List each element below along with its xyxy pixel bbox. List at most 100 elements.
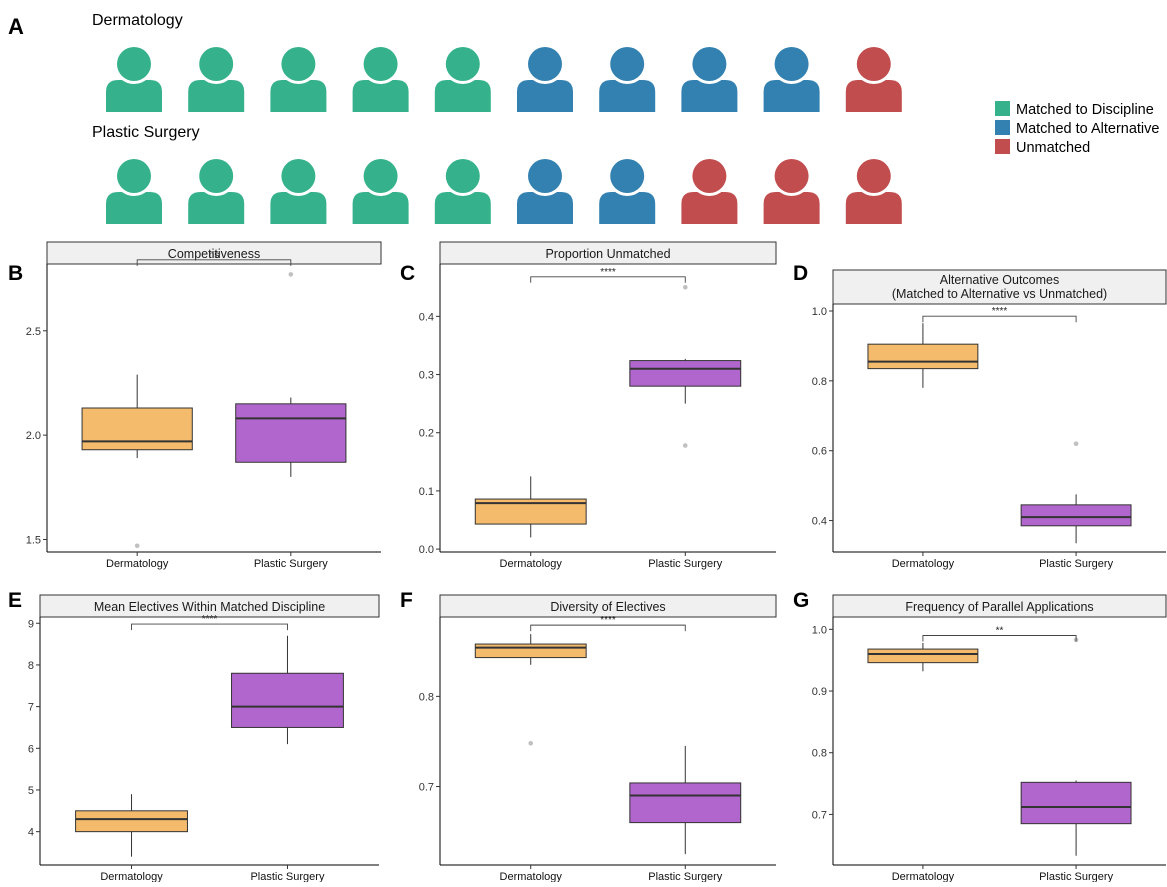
row-label-plastic-surgery: Plastic Surgery bbox=[92, 124, 200, 141]
y-tick-label: 0.7 bbox=[812, 809, 827, 821]
significance-label: ** bbox=[996, 626, 1004, 637]
y-tick-label: 2.0 bbox=[26, 430, 41, 442]
x-tick-label: Dermatology bbox=[500, 871, 563, 882]
panel-title-strip bbox=[832, 269, 1167, 305]
person-head bbox=[363, 159, 398, 193]
y-tick-label: 0.8 bbox=[812, 376, 827, 388]
outlier-point bbox=[134, 543, 140, 549]
panel-letter: G bbox=[793, 589, 809, 612]
person-body bbox=[352, 80, 409, 112]
person-head bbox=[117, 159, 151, 193]
panel-letter: C bbox=[400, 262, 415, 285]
panel-title-strip bbox=[39, 594, 380, 618]
legend-swatch-matched bbox=[995, 101, 1010, 116]
person-icon bbox=[188, 156, 245, 224]
box-plastic-surgery bbox=[1020, 781, 1132, 825]
person-body bbox=[845, 80, 902, 112]
person-head bbox=[363, 47, 398, 81]
significance-label: **** bbox=[600, 615, 616, 626]
panel-letter: E bbox=[8, 589, 22, 612]
person-icon bbox=[352, 44, 409, 112]
x-tick-label: Dermatology bbox=[892, 871, 955, 882]
person-body bbox=[681, 80, 738, 112]
y-tick-label: 1.0 bbox=[812, 306, 827, 318]
person-body bbox=[517, 80, 573, 112]
y-tick-label: 0.4 bbox=[812, 516, 827, 528]
panel-title: Competitiveness bbox=[168, 247, 260, 261]
box-dermatology bbox=[81, 407, 193, 451]
x-tick-label: Plastic Surgery bbox=[250, 871, 324, 882]
panel-title: Mean Electives Within Matched Discipline bbox=[94, 600, 325, 614]
legend-label-alternative: Matched to Alternative bbox=[1016, 121, 1159, 137]
y-tick-label: 0.4 bbox=[419, 311, 434, 323]
y-tick-label: 0.6 bbox=[812, 446, 827, 458]
person-body bbox=[270, 80, 327, 112]
outlier-point bbox=[528, 740, 534, 746]
y-tick-label: 0.8 bbox=[812, 748, 827, 760]
person-body bbox=[599, 80, 656, 112]
panel-letter: F bbox=[400, 589, 413, 612]
x-tick-label: Plastic Surgery bbox=[648, 871, 722, 882]
person-body bbox=[599, 192, 656, 224]
person-body bbox=[434, 80, 491, 112]
y-tick-label: 0.8 bbox=[419, 691, 434, 703]
person-body bbox=[763, 192, 820, 224]
person-head bbox=[199, 47, 234, 81]
x-tick-label: Plastic Surgery bbox=[1039, 558, 1113, 570]
significance-label: **** bbox=[202, 614, 218, 625]
box-plastic-surgery bbox=[629, 360, 742, 387]
person-icon bbox=[270, 156, 327, 224]
panel-title-strip bbox=[46, 241, 382, 265]
person-head bbox=[528, 159, 562, 193]
outlier-point bbox=[1073, 441, 1079, 447]
y-tick-label: 1.5 bbox=[26, 534, 41, 546]
person-head bbox=[856, 159, 891, 193]
y-tick-label: 0.1 bbox=[419, 486, 434, 498]
outcome-legend: Matched to Discipline Matched to Alterna… bbox=[995, 101, 1159, 156]
significance-bracket bbox=[136, 259, 292, 266]
person-head bbox=[856, 47, 891, 81]
person-body bbox=[188, 80, 245, 112]
panel-b: B Competitiveness 1.5 2.0 2.5 Dermatology Plas… bbox=[8, 241, 382, 570]
significance-bracket bbox=[530, 624, 686, 632]
person-head bbox=[692, 47, 727, 81]
person-icon bbox=[434, 44, 491, 112]
person-head bbox=[774, 159, 809, 193]
panel-letter: D bbox=[793, 262, 808, 285]
person-head bbox=[199, 159, 234, 193]
legend-swatch-alternative bbox=[995, 120, 1010, 135]
person-body bbox=[270, 192, 327, 224]
y-tick-label: 1.0 bbox=[812, 624, 827, 636]
x-tick-label: Plastic Surgery bbox=[1039, 871, 1113, 882]
person-icon bbox=[763, 156, 820, 224]
person-head bbox=[281, 159, 316, 193]
significance-bracket bbox=[922, 635, 1077, 642]
x-tick-label: Plastic Surgery bbox=[648, 558, 722, 570]
person-icon bbox=[188, 44, 245, 112]
box-dermatology bbox=[474, 643, 587, 659]
significance-bracket bbox=[922, 315, 1077, 323]
panel-letter-a: A bbox=[8, 14, 24, 39]
panel-letter: B bbox=[8, 262, 23, 285]
row-label-dermatology: Dermatology bbox=[92, 12, 183, 29]
person-icon bbox=[599, 44, 656, 112]
x-tick-label: Dermatology bbox=[892, 558, 955, 570]
person-icon bbox=[681, 44, 738, 112]
y-tick-label: 4 bbox=[28, 827, 34, 839]
y-tick-label: 0.7 bbox=[419, 782, 434, 794]
outlier-point bbox=[288, 272, 294, 277]
person-head bbox=[445, 159, 480, 193]
person-icon bbox=[106, 44, 162, 112]
person-icon bbox=[763, 44, 820, 112]
person-body bbox=[106, 192, 162, 224]
panel-title: (Matched to Alternative vs Unmatched) bbox=[892, 287, 1107, 301]
panel-c: C Proportion Unmatched 0.0 0.1 0.2 0.3 0.4 Derm… bbox=[400, 241, 777, 570]
person-head bbox=[774, 47, 809, 81]
significance-label: ns bbox=[209, 250, 220, 261]
y-tick-label: 0.3 bbox=[419, 370, 434, 382]
person-icon bbox=[517, 156, 573, 224]
legend-label-unmatched: Unmatched bbox=[1016, 140, 1090, 156]
person-body bbox=[188, 192, 245, 224]
y-tick-label: 9 bbox=[28, 618, 34, 630]
